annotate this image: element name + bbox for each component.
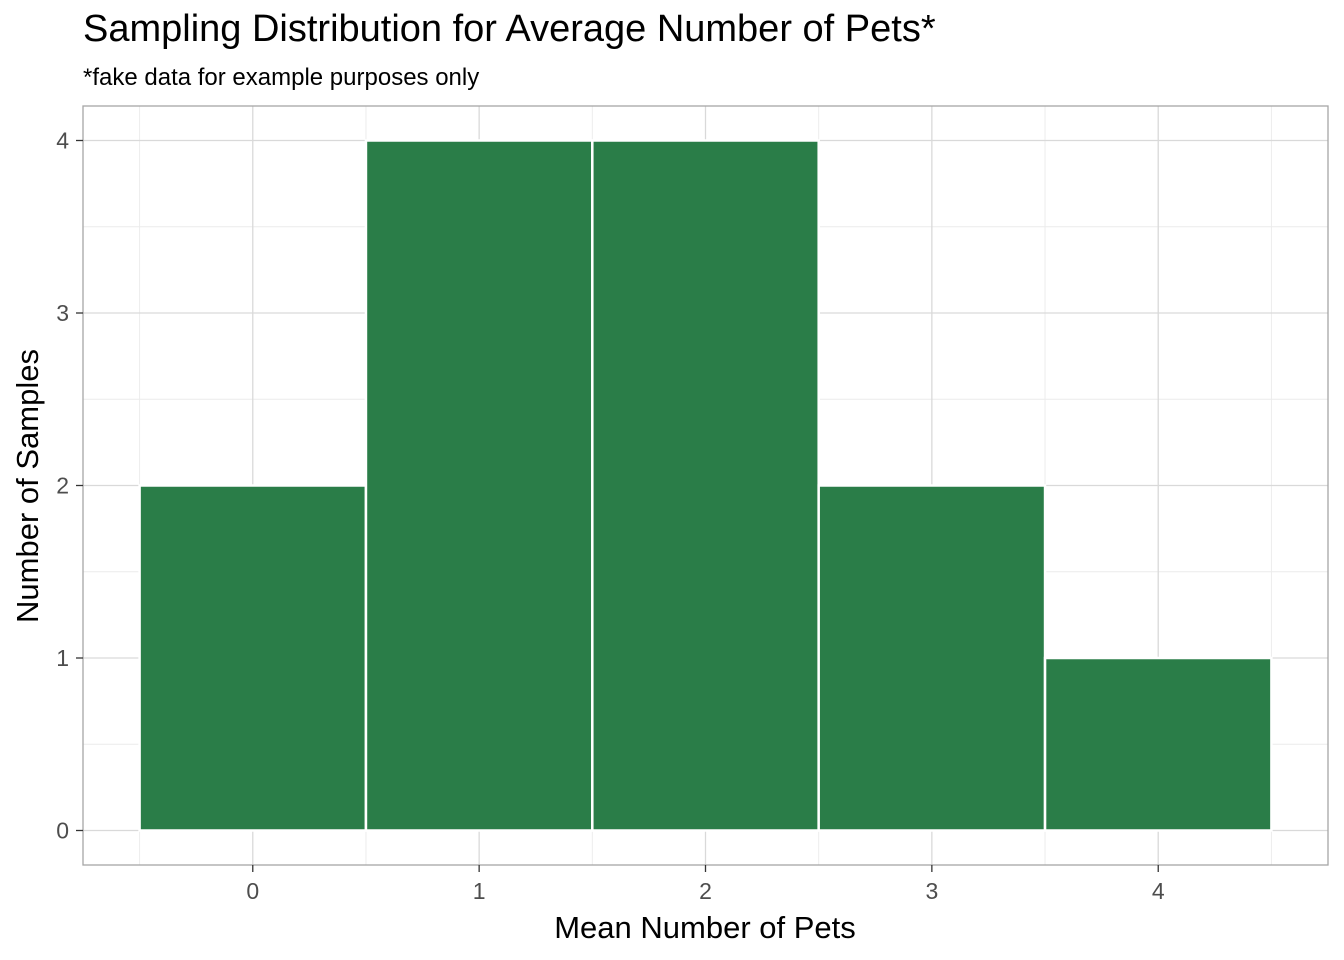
histogram-bar: [817, 484, 1047, 832]
y-axis-title: Number of Samples: [10, 349, 45, 623]
y-tick-label: 3: [56, 300, 69, 326]
y-tick-label: 0: [56, 818, 69, 844]
histogram-bar: [138, 484, 368, 832]
chart-title: Sampling Distribution for Average Number…: [83, 8, 936, 50]
histogram-bar: [1043, 656, 1273, 832]
chart-subtitle: *fake data for example purposes only: [83, 64, 480, 91]
x-tick-label: 4: [1152, 878, 1165, 904]
x-tick-label: 1: [473, 878, 486, 904]
x-axis-title: Mean Number of Pets: [554, 910, 856, 945]
x-tick-label: 0: [246, 878, 259, 904]
x-tick-label: 2: [699, 878, 712, 904]
y-tick-label: 4: [56, 128, 69, 154]
histogram-bar: [364, 139, 594, 832]
y-tick-label: 2: [56, 473, 69, 499]
x-tick-label: 3: [925, 878, 938, 904]
y-tick-label: 1: [56, 645, 69, 671]
y-axis-ticks: 0 1 2 3 4: [56, 128, 83, 844]
x-axis-ticks: 0 1 2 3 4: [246, 865, 1165, 904]
bars: [138, 139, 1273, 832]
histogram-bar: [591, 139, 820, 832]
